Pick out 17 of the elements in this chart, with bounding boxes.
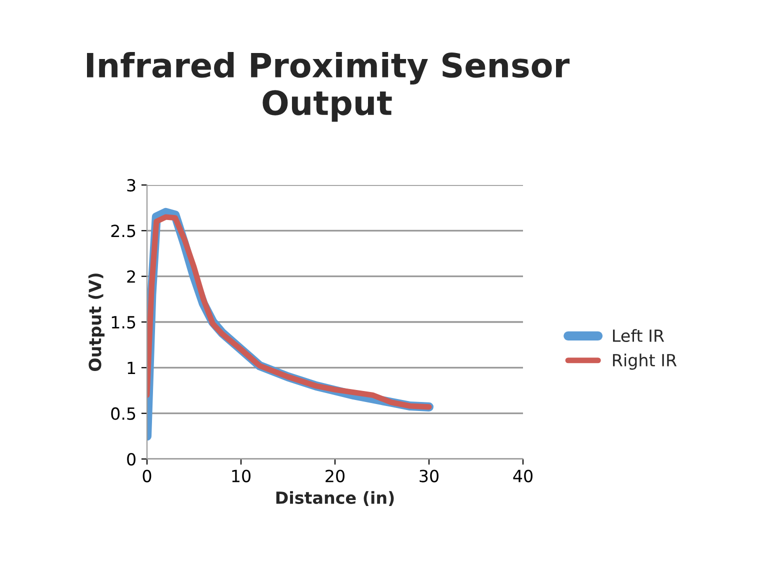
y-tick-label: 3 bbox=[127, 178, 136, 192]
x-tick-label: 10 bbox=[232, 470, 250, 482]
legend-label: Right IR bbox=[613, 354, 677, 370]
y-tick-label: 2.5 bbox=[111, 224, 136, 238]
y-axis-title: Output (V) bbox=[88, 274, 105, 372]
y-tick-label: 0.5 bbox=[111, 407, 136, 420]
x-axis-title: Distance (in) bbox=[276, 491, 394, 506]
chart-title: Infrared Proximity Sensor Output bbox=[87, 52, 570, 122]
y-tick-label: 2 bbox=[127, 270, 135, 283]
x-tick-label: 40 bbox=[513, 470, 532, 482]
y-tick-label: 1 bbox=[128, 362, 136, 374]
x-tick-label: 20 bbox=[326, 470, 344, 482]
x-tick-label: 0 bbox=[142, 470, 152, 482]
y-tick-label: 1.5 bbox=[112, 316, 136, 329]
legend-label: Left IR bbox=[613, 329, 664, 342]
y-tick-label: 0 bbox=[127, 452, 136, 466]
x-tick-label: 30 bbox=[420, 470, 438, 482]
